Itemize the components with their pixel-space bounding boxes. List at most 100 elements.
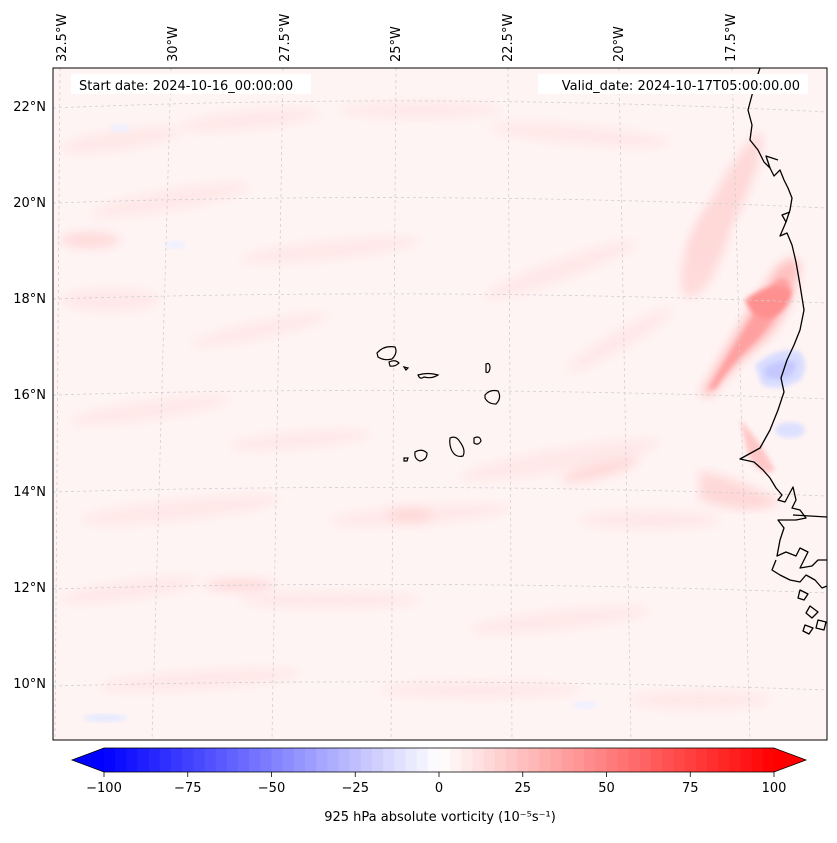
colorbar-swatch <box>439 748 451 772</box>
lon-label-22-5w: 22.5°W <box>501 14 516 62</box>
vorticity-field-light-streaks <box>60 102 770 709</box>
colorbar-tick-label: 50 <box>598 781 615 796</box>
island-fogo <box>414 449 428 462</box>
valid-date-label: Valid_date: 2024-10-17T05:00:00.00 <box>562 79 800 94</box>
colorbar-swatch <box>226 748 239 772</box>
island-boa-vista <box>484 389 501 405</box>
map-frame <box>52 67 828 741</box>
lon-label-27-5w: 27.5°W <box>278 14 293 62</box>
colorbar-swatch <box>271 748 284 772</box>
colorbar-swatch <box>550 748 563 772</box>
lon-label-32-5w: 32.5°W <box>55 14 70 62</box>
colorbar-swatch <box>606 748 619 772</box>
island-sao-vicente <box>388 360 400 367</box>
colorbar-tick-label: −25 <box>342 781 369 796</box>
colorbar-swatch <box>483 748 496 772</box>
colorbar-tick-label: 25 <box>514 781 531 796</box>
colorbar-swatch <box>159 748 172 772</box>
lon-label-25w: 25°W <box>389 26 404 62</box>
cape-verde-islands <box>376 346 501 462</box>
meridian-27-5w <box>271 68 284 740</box>
island-santa-luzia <box>402 366 410 371</box>
colorbar-swatch <box>494 748 507 772</box>
lat-label-14n: 14°N <box>13 485 46 500</box>
meridian-32-5w <box>54 68 61 740</box>
colorbar-tick-label: −50 <box>258 781 285 796</box>
colorbar-swatch <box>260 748 273 772</box>
colorbar-swatch <box>115 748 127 772</box>
colorbar-swatch <box>729 748 742 772</box>
lat-label-16n: 16°N <box>13 388 46 403</box>
colorbar-swatch <box>740 748 753 772</box>
colorbar-swatch <box>673 748 686 772</box>
colorbar-swatch <box>372 748 384 772</box>
colorbar-swatch <box>561 748 574 772</box>
colorbar-extend-max <box>774 748 806 772</box>
island-maio <box>473 436 482 445</box>
colorbar-swatch <box>182 748 194 772</box>
lat-label-18n: 18°N <box>13 292 46 307</box>
colorbar-swatch <box>751 748 764 772</box>
colorbar-swatch <box>360 748 373 772</box>
lon-label-30w: 30°W <box>166 26 181 62</box>
colorbar-swatch <box>427 748 440 772</box>
colorbar-swatch <box>718 748 730 772</box>
colorbar-swatch <box>628 748 641 772</box>
colorbar-swatch <box>405 748 418 772</box>
colorbar-swatch <box>416 748 429 772</box>
valid-date-box <box>538 74 808 94</box>
colorbar-swatch <box>450 748 462 772</box>
colorbar-swatch <box>762 748 775 772</box>
colorbar-swatch <box>461 748 474 772</box>
parallel-22n <box>53 100 827 113</box>
colorbar-swatch <box>282 748 295 772</box>
colorbar-swatch <box>573 748 585 772</box>
coastline-west-africa <box>739 68 827 569</box>
colorbar-swatch <box>707 748 719 772</box>
parallel-20n <box>53 197 827 209</box>
island-bijagos-2 <box>805 605 819 619</box>
colorbar-tick-label: 100 <box>762 781 787 796</box>
colorbar-swatch <box>327 748 340 772</box>
latitude-labels: 22°N 20°N 18°N 16°N 14°N 12°N 10°N <box>13 100 46 692</box>
meridian-25w <box>390 68 397 740</box>
coastline-banc <box>781 211 791 223</box>
colorbar-swatch <box>651 748 663 772</box>
parallel-14n <box>53 486 827 497</box>
island-brava <box>403 457 409 462</box>
island-sao-nicolau <box>417 372 440 379</box>
colorbar-ticks: −100 −75 −50 −25 0 25 50 75 100 <box>86 772 786 796</box>
colorbar-tick-label: −75 <box>174 781 201 796</box>
meridian-30w <box>151 68 172 740</box>
island-bijagos-4 <box>815 619 827 631</box>
lon-label-17-5w: 17.5°W <box>724 14 739 62</box>
colorbar-swatch <box>472 748 485 772</box>
colorbar-swatch <box>104 748 116 772</box>
colorbar-swatch <box>238 748 250 772</box>
colorbar-swatch <box>137 748 150 772</box>
gridlines <box>53 68 827 740</box>
lat-label-20n: 20°N <box>13 196 46 211</box>
parallel-12n <box>53 583 827 594</box>
parallel-10n <box>53 681 827 691</box>
colorbar-extend-min <box>72 748 104 772</box>
african-coastline <box>739 68 827 635</box>
colorbar-swatch <box>305 748 317 772</box>
colorbar-swatch <box>215 748 228 772</box>
colorbar-swatch <box>506 748 518 772</box>
colorbar-label: 925 hPa absolute vorticity (10⁻⁵s⁻¹) <box>324 810 556 825</box>
colorbar-swatch <box>695 748 708 772</box>
coastline-dakar <box>765 155 779 169</box>
colorbar-swatch <box>204 748 217 772</box>
meridian-17-5w <box>731 68 751 740</box>
colorbar-swatch <box>171 748 183 772</box>
colorbar-swatch <box>316 748 328 772</box>
colorbar-swatch <box>148 748 161 772</box>
colorbar-swatch <box>684 748 697 772</box>
colorbar-tick-label: −100 <box>86 781 122 796</box>
colorbar-swatches <box>104 748 775 772</box>
colorbar-swatch <box>383 748 395 772</box>
colorbar-swatch <box>528 748 541 772</box>
colorbar-swatch <box>126 748 139 772</box>
